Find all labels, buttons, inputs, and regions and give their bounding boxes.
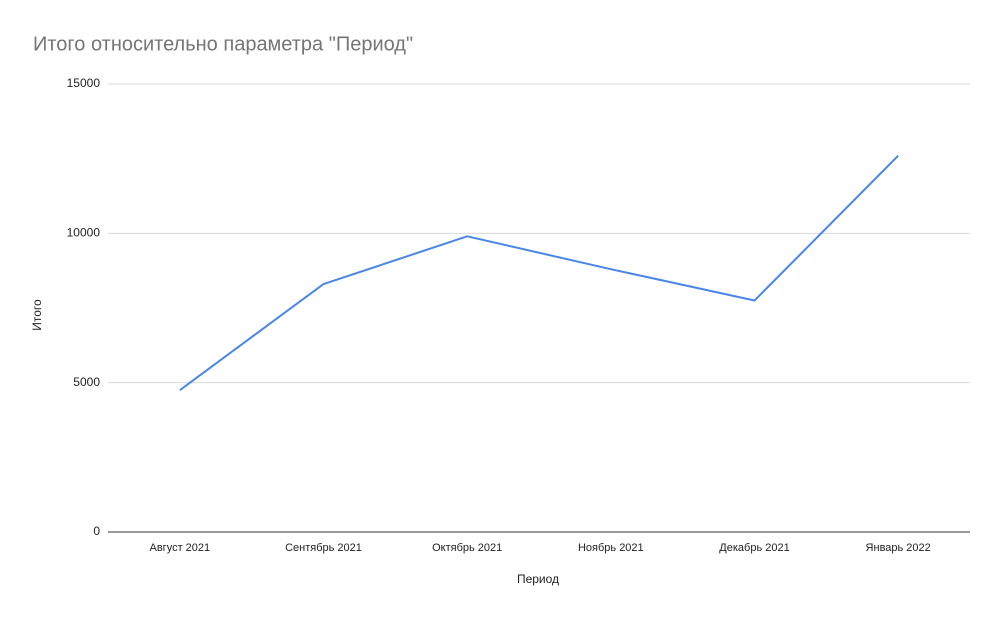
x-tick-label: Сентябрь 2021 (285, 542, 362, 554)
y-axis-title: Итого (30, 299, 44, 331)
x-tick-label: Декабрь 2021 (719, 542, 789, 554)
chart-title: Итого относительно параметра "Период" (33, 33, 413, 55)
x-tick-label: Январь 2022 (866, 542, 931, 554)
x-axis-title: Период (517, 572, 559, 586)
y-tick-label: 0 (93, 524, 100, 538)
y-tick-label: 5000 (73, 375, 100, 389)
x-tick-label: Ноябрь 2021 (578, 542, 644, 554)
line-series (179, 154, 899, 391)
y-tick-label: 10000 (67, 226, 101, 240)
x-tick-label: Октябрь 2021 (432, 542, 502, 554)
x-tick-label: Август 2021 (150, 542, 211, 554)
y-tick-label: 15000 (67, 76, 101, 90)
